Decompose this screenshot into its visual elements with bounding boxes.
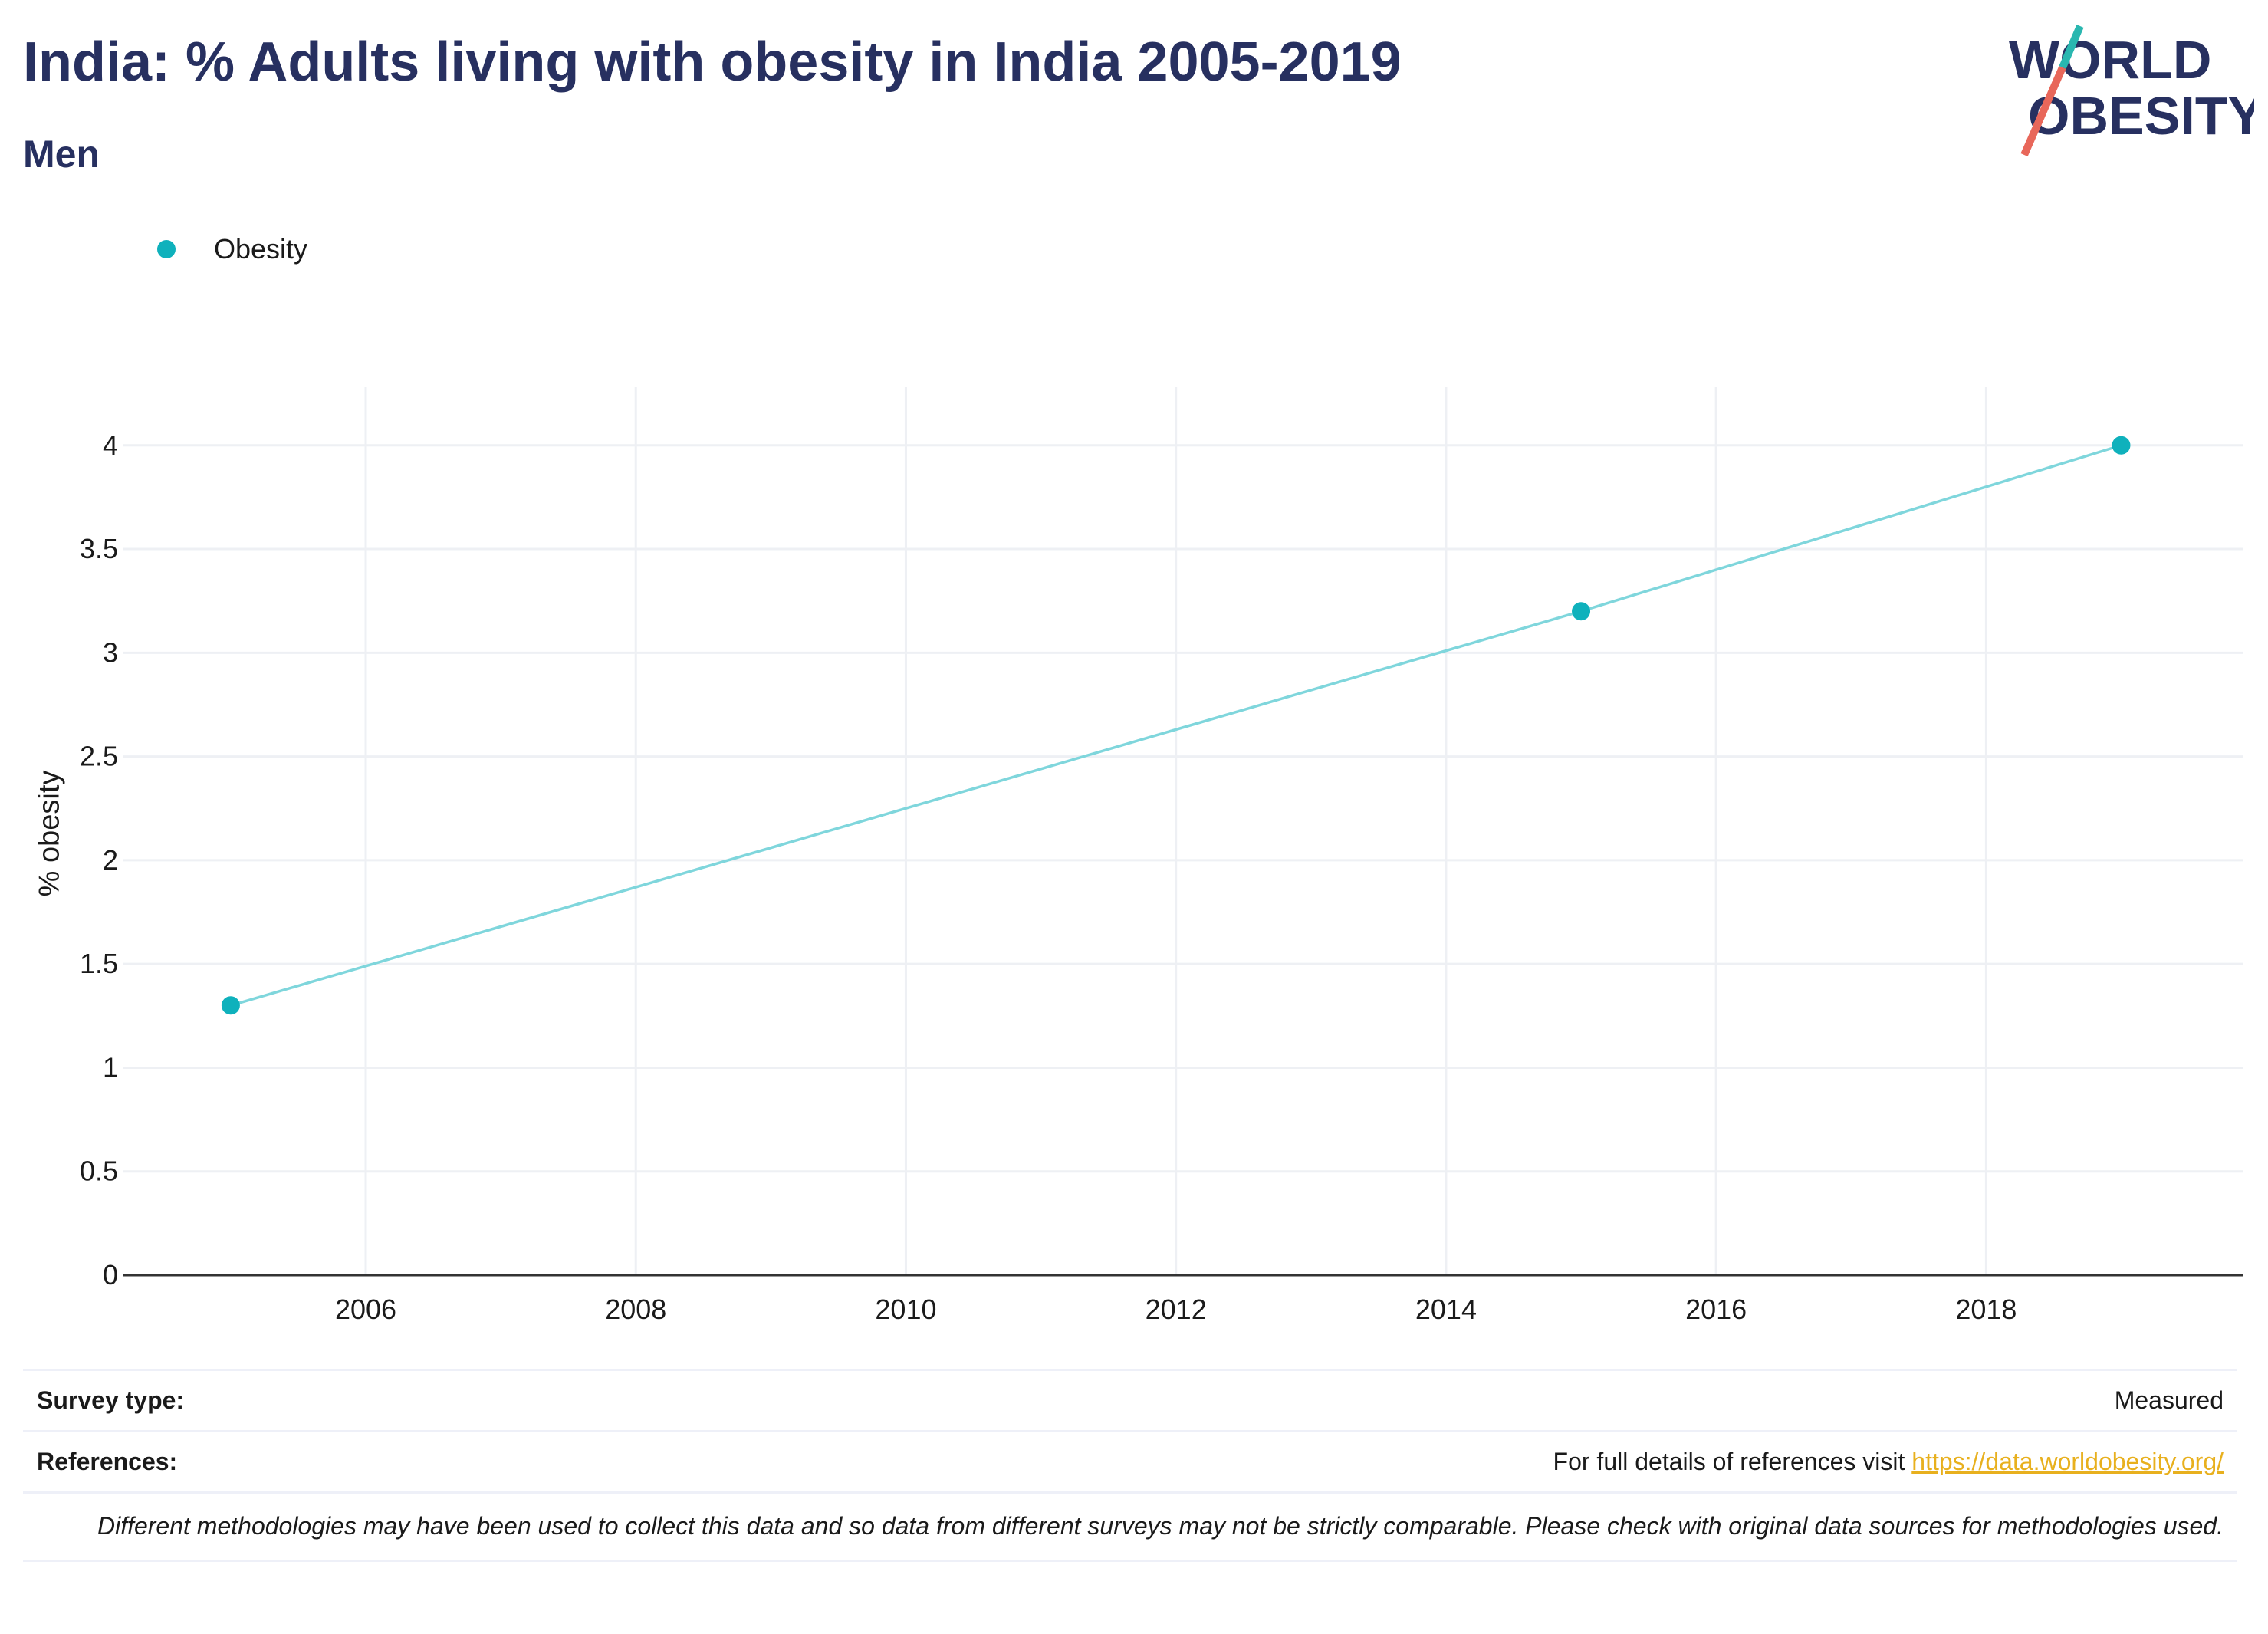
- logo-slash-top: [2059, 25, 2084, 69]
- references-text: For full details of references visit: [1553, 1448, 1912, 1475]
- data-point-obesity[interactable]: [221, 996, 240, 1015]
- world-obesity-logo: WORLD OBESITY: [2009, 25, 2254, 157]
- y-tick-label: 0.5: [80, 1156, 118, 1187]
- logo-text-obesity: OBESITY: [2028, 86, 2254, 146]
- y-tick-label: 2.5: [80, 741, 118, 772]
- x-tick-label: 2006: [335, 1294, 396, 1325]
- gridlines: [123, 387, 2243, 1275]
- x-tick-label: 2008: [605, 1294, 666, 1325]
- info-table: Survey type: Measured References: For fu…: [23, 1369, 2237, 1562]
- survey-type-label: Survey type:: [37, 1386, 185, 1414]
- references-row: References: For full details of referenc…: [23, 1430, 2237, 1491]
- survey-type-row: Survey type: Measured: [23, 1369, 2237, 1430]
- y-tick-label: 1: [103, 1051, 118, 1083]
- series: [221, 436, 2131, 1015]
- data-point-obesity[interactable]: [2112, 436, 2131, 455]
- survey-type-value: Measured: [2114, 1386, 2224, 1414]
- references-value: For full details of references visit htt…: [1553, 1448, 2224, 1476]
- data-point-obesity[interactable]: [1572, 602, 1591, 621]
- y-tick-label: 3.5: [80, 533, 118, 564]
- chart-subtitle: Men: [23, 133, 100, 176]
- legend-marker-obesity: [157, 240, 176, 258]
- tick-labels: 2006 2008 2010 2012 2014 2016 2018 0 0.5 1 1.5 2 2.5…: [80, 429, 2017, 1325]
- x-tick-label: 2010: [875, 1294, 936, 1325]
- y-tick-label: 1.5: [80, 948, 118, 979]
- legend-label-obesity: Obesity: [214, 233, 308, 265]
- y-tick-label: 3: [103, 636, 118, 668]
- x-tick-label: 2018: [1955, 1294, 2017, 1325]
- chart-legend[interactable]: Obesity: [157, 230, 307, 268]
- chart-title: India: % Adults living with obesity in I…: [23, 31, 1402, 93]
- methodology-disclaimer: Different methodologies may have been us…: [23, 1491, 2237, 1562]
- x-tick-label: 2014: [1415, 1294, 1477, 1325]
- logo-slash-bottom: [2020, 65, 2066, 157]
- x-tick-label: 2012: [1146, 1294, 1207, 1325]
- y-tick-label: 2: [103, 844, 118, 876]
- y-tick-label: 4: [103, 429, 118, 461]
- y-axis-title: % obesity: [33, 770, 66, 897]
- logo-text-world: WORLD: [2009, 30, 2211, 90]
- y-tick-label: 0: [103, 1259, 118, 1290]
- references-label: References:: [37, 1448, 178, 1475]
- references-link[interactable]: https://data.worldobesity.org/: [1911, 1448, 2224, 1475]
- x-tick-label: 2016: [1685, 1294, 1747, 1325]
- line-chart: 2006 2008 2010 2012 2014 2016 2018 0 0.5 1 1.5 2 2.5…: [80, 387, 2243, 1325]
